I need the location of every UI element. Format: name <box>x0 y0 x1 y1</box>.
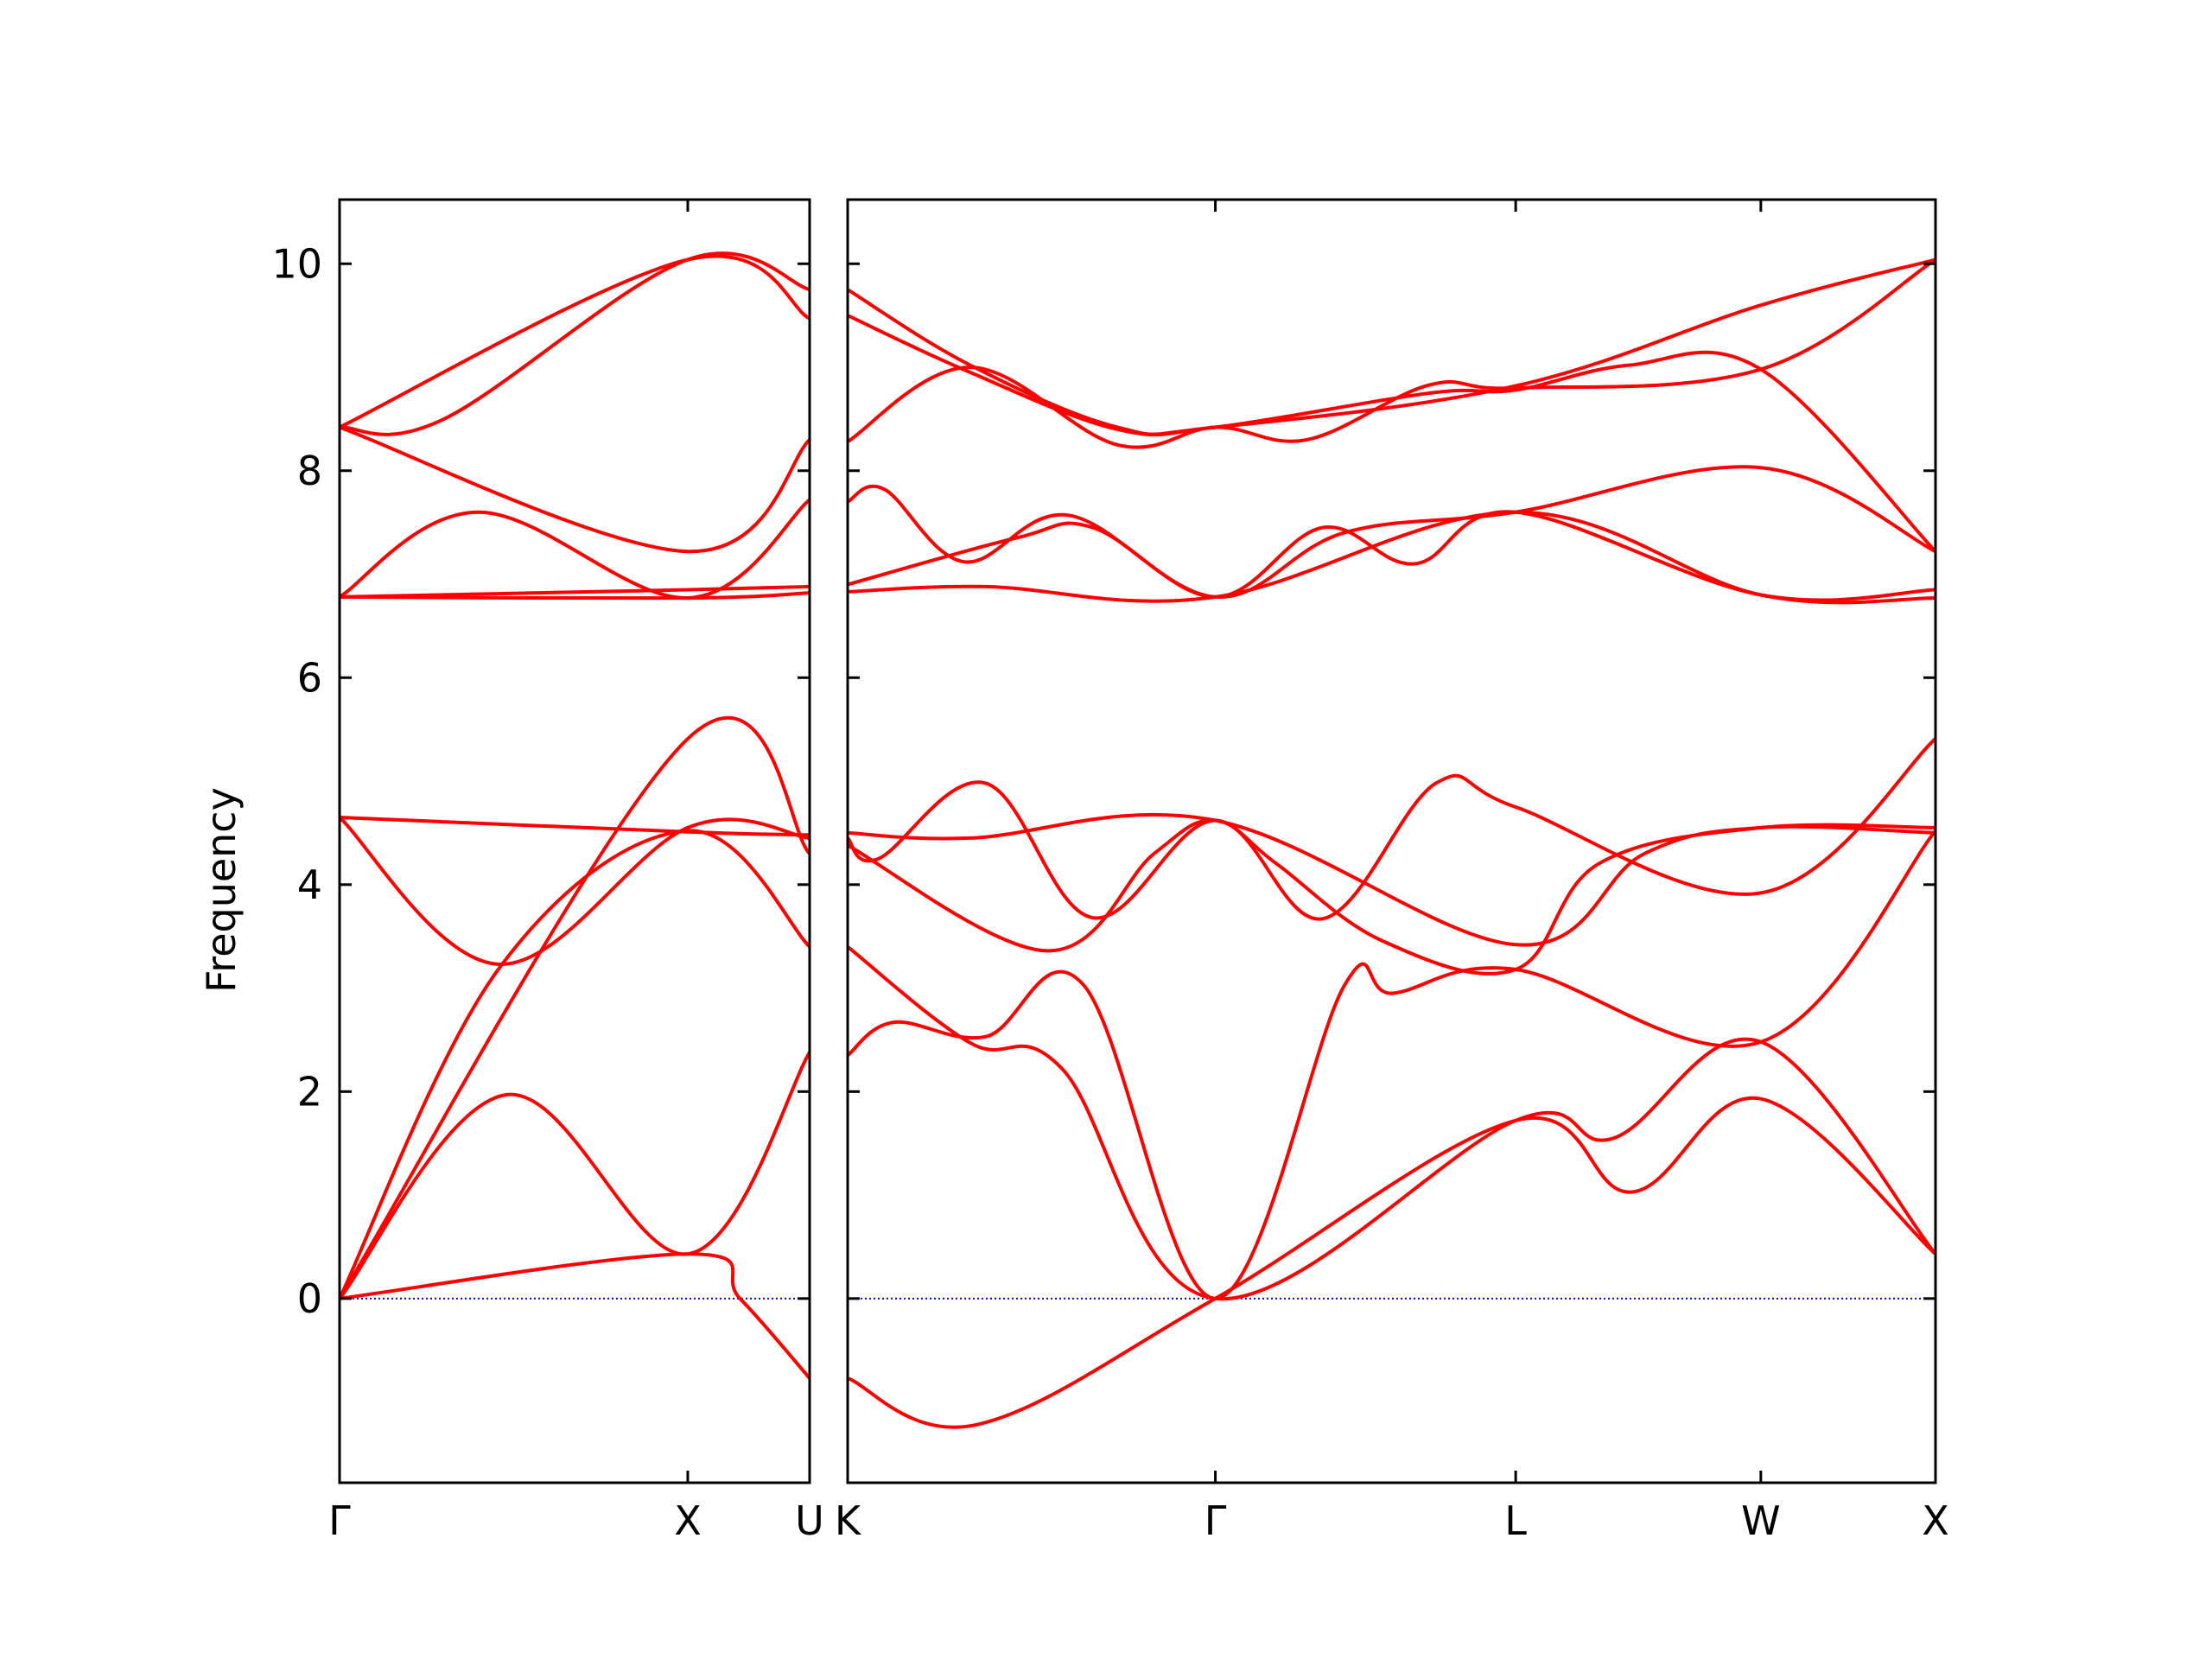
x-tick-label-left-2: U <box>795 1497 824 1544</box>
x-tick-label-left-0: Γ <box>328 1497 351 1544</box>
y-tick-label-3: 6 <box>297 654 322 701</box>
left-panel-bands <box>340 251 810 1380</box>
y-tick-label-2: 4 <box>297 861 322 908</box>
x-tick-label-right-1: Γ <box>1205 1497 1227 1544</box>
band-line-right-11 <box>848 314 1936 553</box>
x-tick-label-right-3: W <box>1741 1497 1780 1544</box>
band-line-right-9 <box>848 465 1936 599</box>
band-line-right-6 <box>848 812 1936 947</box>
band-line-left-12 <box>340 591 810 601</box>
band-line-left-8 <box>340 584 810 599</box>
y-tick-label-5: 10 <box>271 240 322 287</box>
band-line-right-4 <box>848 737 1936 921</box>
band-line-right-12 <box>848 257 1936 436</box>
band-line-right-8 <box>848 510 1936 602</box>
band-line-left-9 <box>340 425 810 554</box>
x-tick-label-right-0: K <box>835 1497 862 1544</box>
band-line-right-1 <box>848 1096 1936 1429</box>
band-line-left-5 <box>340 816 810 837</box>
band-line-left-1 <box>340 1051 810 1300</box>
y-tick-label-4: 8 <box>297 448 322 494</box>
y-tick-label-0: 0 <box>297 1275 322 1322</box>
band-line-left-6 <box>340 1252 810 1380</box>
x-tick-label-right-4: X <box>1922 1497 1949 1544</box>
y-axis-tick-labels: 0 2 4 6 8 10 <box>271 240 322 1322</box>
right-panel-bands <box>848 257 1936 1429</box>
band-line-right-2 <box>848 830 1936 1300</box>
left-panel-frame <box>338 198 811 1484</box>
x-tick-label-right-2: L <box>1504 1497 1527 1544</box>
band-line-right-3 <box>848 945 1936 1301</box>
band-line-left-4 <box>340 816 810 967</box>
y-axis-title: Frequency <box>198 787 245 993</box>
x-tick-label-left-1: X <box>674 1497 702 1544</box>
band-line-left-2 <box>340 829 810 1300</box>
y-tick-label-1: 2 <box>297 1068 322 1115</box>
band-line-left-10 <box>340 251 810 436</box>
band-line-right-10 <box>848 257 1936 449</box>
band-line-left-7 <box>340 498 810 601</box>
band-line-left-11 <box>340 254 810 429</box>
band-line-left-3 <box>340 715 810 1300</box>
right-panel-frame <box>846 198 1937 1484</box>
